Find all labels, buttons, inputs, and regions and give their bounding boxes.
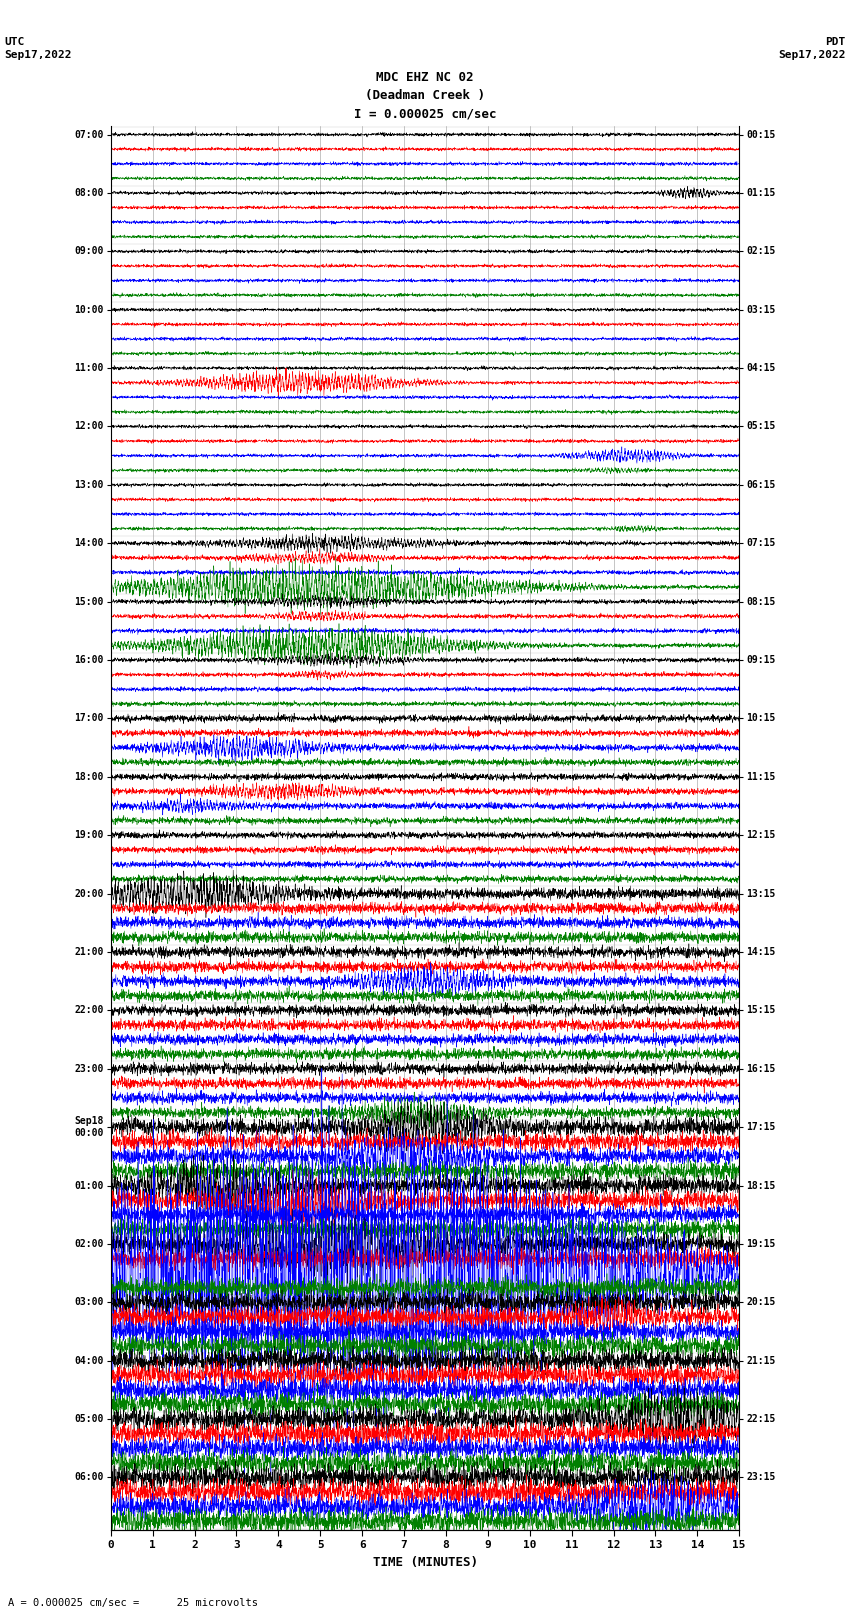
- Text: UTC: UTC: [4, 37, 25, 47]
- Text: A = 0.000025 cm/sec =      25 microvolts: A = 0.000025 cm/sec = 25 microvolts: [8, 1598, 258, 1608]
- Title: MDC EHZ NC 02
(Deadman Creek )
I = 0.000025 cm/sec: MDC EHZ NC 02 (Deadman Creek ) I = 0.000…: [354, 71, 496, 121]
- Text: Sep17,2022: Sep17,2022: [779, 50, 846, 60]
- Text: Sep17,2022: Sep17,2022: [4, 50, 71, 60]
- Text: PDT: PDT: [825, 37, 846, 47]
- X-axis label: TIME (MINUTES): TIME (MINUTES): [372, 1557, 478, 1569]
